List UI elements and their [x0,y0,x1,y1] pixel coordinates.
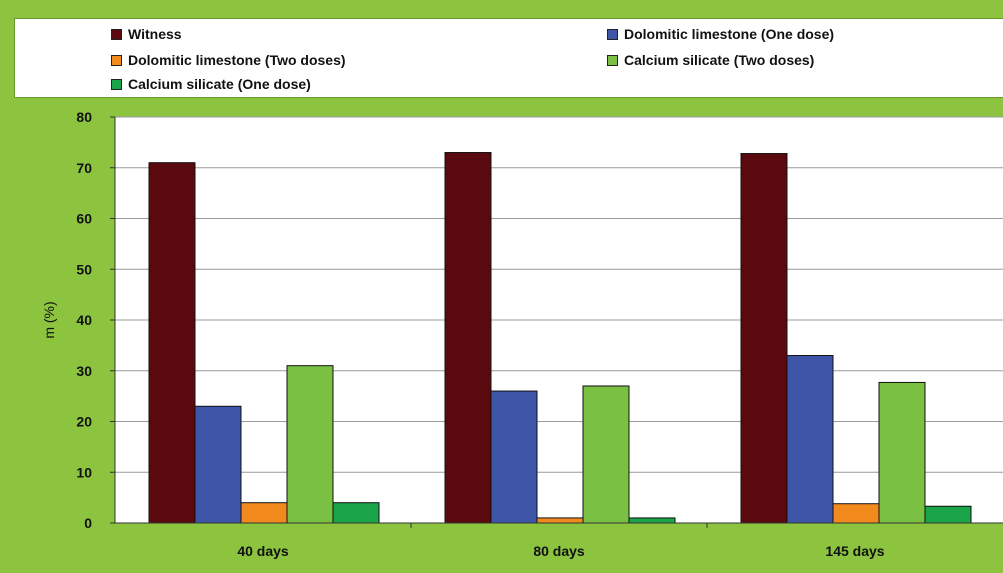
y-tick-label: 80 [76,109,92,125]
bar [582,385,630,524]
bar [924,505,972,524]
bar [878,381,926,524]
bar [740,153,788,524]
bar [194,405,242,524]
y-tick-label: 30 [76,363,92,379]
legend-label: Calcium silicate (Two doses) [624,52,815,68]
legend-item-dolomitic-two-doses: Dolomitic limestone (Two doses) [111,52,346,68]
bar [240,502,288,524]
legend-item-dolomitic-one-dose: Dolomitic limestone (One dose) [607,26,834,42]
legend-swatch-dolomitic-two-doses [111,54,122,66]
x-tick-label: 145 days [825,543,884,559]
legend-swatch-dolomitic-one-dose [607,28,618,40]
y-tick-label: 10 [76,464,92,480]
y-tick-label: 40 [76,312,92,328]
legend-label: Witness [128,26,182,42]
legend-swatch-witness [111,28,122,40]
gridlines [115,116,1003,473]
bars [148,152,972,524]
bar [148,162,196,524]
bar [332,502,380,524]
legend-label: Dolomitic limestone (Two doses) [128,52,346,68]
bar [786,355,834,524]
bar [832,503,880,524]
y-axis-title: m (%) [41,301,57,338]
legend: Witness Dolomitic limestone (One dose) D… [14,18,1003,98]
y-tick-labels: 0 10 20 30 40 50 60 70 80 [76,109,92,531]
y-tick-label: 50 [76,261,92,277]
legend-label: Calcium silicate (One dose) [128,76,311,92]
axes [110,116,1003,524]
x-tick-label: 40 days [237,543,289,559]
bar [536,517,584,524]
legend-swatch-calcium-one-dose [111,78,122,90]
legend-item-calcium-two-doses: Calcium silicate (Two doses) [607,52,814,68]
y-tick-label: 0 [84,515,92,531]
x-tick-label: 80 days [533,543,585,559]
legend-item-witness: Witness [111,26,182,42]
legend-swatch-calcium-two-doses [607,54,618,66]
bar [444,152,492,524]
y-tick-label: 60 [76,211,92,227]
y-tick-label: 20 [76,414,92,430]
legend-item-calcium-one-dose: Calcium silicate (One dose) [111,76,311,92]
y-tick-label: 70 [76,160,92,176]
bar [628,517,676,524]
bar [286,365,334,524]
legend-label: Dolomitic limestone (One dose) [624,26,835,42]
x-tick-labels: 40 days 80 days 145 days [237,523,885,559]
bar [490,390,538,524]
